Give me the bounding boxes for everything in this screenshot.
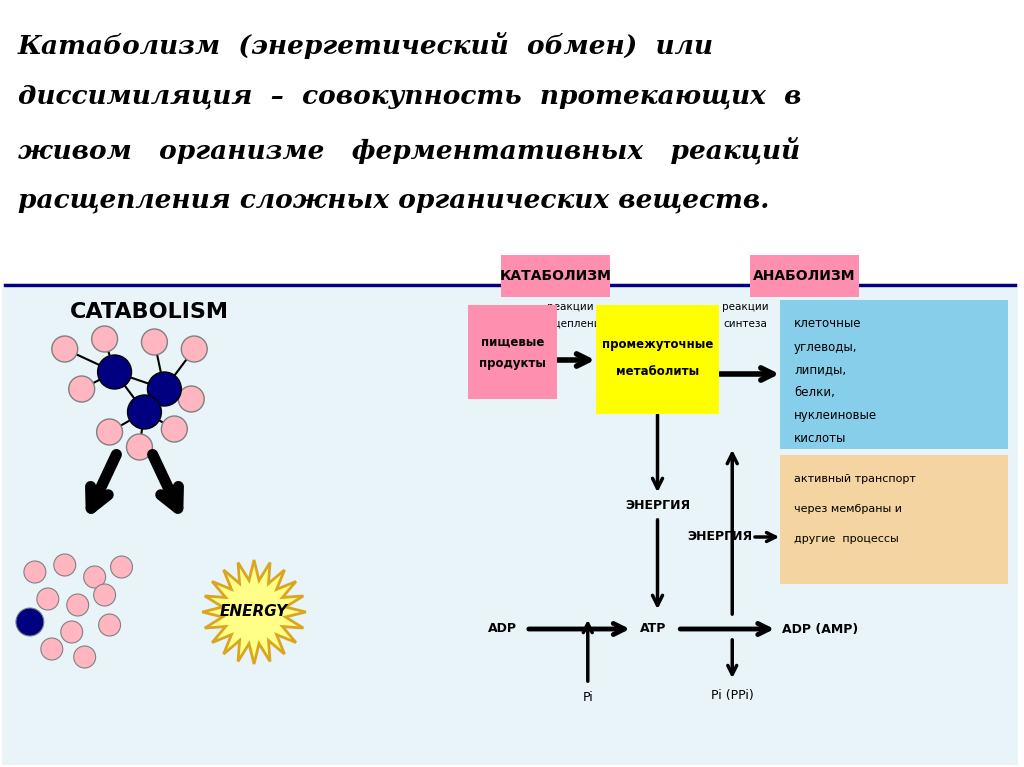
Text: промежуточные: промежуточные (602, 338, 713, 351)
Circle shape (74, 646, 95, 668)
FancyBboxPatch shape (596, 305, 719, 414)
Circle shape (96, 419, 123, 445)
Text: белки,: белки, (794, 387, 835, 400)
Circle shape (178, 386, 204, 412)
Text: метаболиты: метаболиты (615, 365, 699, 378)
Text: продукты: продукты (479, 357, 546, 370)
Circle shape (69, 376, 94, 402)
Text: кислоты: кислоты (794, 433, 847, 446)
FancyBboxPatch shape (780, 300, 1009, 449)
Text: Катаболизм  (энергетический  обмен)  или: Катаболизм (энергетический обмен) или (18, 32, 714, 59)
Text: ATP: ATP (640, 623, 666, 636)
Circle shape (127, 434, 153, 460)
Circle shape (141, 329, 167, 355)
Circle shape (84, 566, 105, 588)
Text: пищевые: пищевые (481, 335, 544, 348)
Text: активный транспорт: активный транспорт (794, 474, 915, 484)
Text: ENERGY: ENERGY (220, 604, 288, 620)
Circle shape (60, 621, 83, 643)
Circle shape (52, 336, 78, 362)
Circle shape (92, 326, 118, 352)
Circle shape (24, 561, 46, 583)
Circle shape (111, 556, 132, 578)
Text: расщепления: расщепления (532, 319, 607, 329)
Text: нуклеиновые: нуклеиновые (794, 410, 878, 423)
Circle shape (67, 594, 89, 616)
Text: реакции: реакции (722, 302, 768, 312)
FancyBboxPatch shape (468, 305, 557, 399)
FancyBboxPatch shape (751, 255, 859, 297)
Text: углеводы,: углеводы, (794, 341, 857, 354)
Text: ADP (АМP): ADP (АМP) (782, 623, 858, 636)
Text: Pi: Pi (583, 691, 593, 704)
Circle shape (93, 584, 116, 606)
Text: реакции: реакции (547, 302, 593, 312)
FancyBboxPatch shape (2, 288, 1018, 765)
Text: ЭНЕРГИЯ: ЭНЕРГИЯ (625, 499, 690, 512)
Text: через мембраны и: через мембраны и (794, 504, 902, 514)
Text: синтеза: синтеза (723, 319, 767, 329)
Circle shape (16, 608, 44, 636)
Text: КАТАБОЛИЗМ: КАТАБОЛИЗМ (500, 269, 611, 283)
Polygon shape (202, 560, 306, 664)
Text: ADP: ADP (488, 623, 517, 636)
Text: ЭНЕРГИЯ: ЭНЕРГИЯ (687, 531, 753, 544)
Circle shape (97, 355, 131, 389)
FancyBboxPatch shape (780, 455, 1009, 584)
Text: CATABOLISM: CATABOLISM (70, 302, 229, 322)
Circle shape (54, 554, 76, 576)
Text: липиды,: липиды, (794, 364, 846, 377)
Text: диссимиляция  –  совокупность  протекающих  в: диссимиляция – совокупность протекающих … (18, 84, 802, 109)
Circle shape (162, 416, 187, 442)
Circle shape (41, 638, 62, 660)
Text: Pi (PPi): Pi (PPi) (711, 689, 754, 702)
Text: другие  процессы: другие процессы (794, 534, 899, 544)
Circle shape (128, 395, 162, 429)
Circle shape (37, 588, 58, 610)
Circle shape (147, 372, 181, 406)
Text: живом   организме   ферментативных   реакций: живом организме ферментативных реакций (18, 136, 800, 163)
Circle shape (98, 614, 121, 636)
Circle shape (181, 336, 207, 362)
Text: расщепления сложных органических веществ.: расщепления сложных органических веществ… (18, 188, 769, 213)
FancyBboxPatch shape (501, 255, 609, 297)
Text: АНАБОЛИЗМ: АНАБОЛИЗМ (754, 269, 856, 283)
Text: клеточные: клеточные (794, 318, 861, 331)
